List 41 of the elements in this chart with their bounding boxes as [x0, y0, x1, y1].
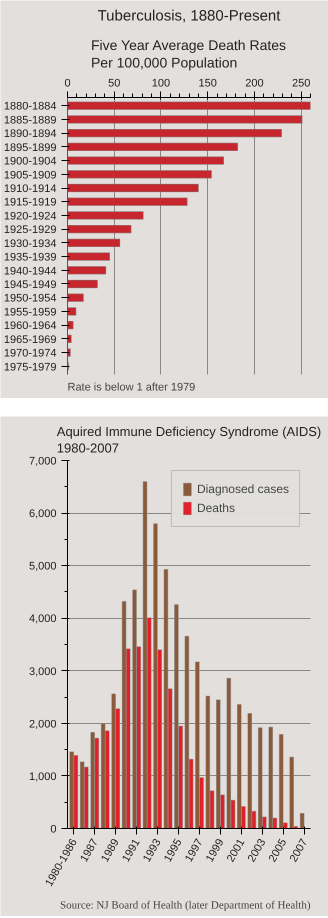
- x-tick-label: 200: [245, 78, 264, 90]
- y-tick-label: 1960-1964: [4, 320, 57, 332]
- y-tick-label: 1920-1924: [4, 210, 57, 222]
- y-tick-label: 1930-1934: [4, 238, 57, 250]
- y-tick-label: 1900-1904: [4, 156, 57, 168]
- source-note: Source: NJ Board of Health (later Department of Health): [60, 900, 311, 912]
- y-tick-label: 0: [50, 824, 57, 836]
- y-tick-label: 1915-1919: [4, 196, 57, 209]
- y-tick-label: 1955-1959: [4, 306, 57, 318]
- y-tick-label: 1950-1954: [4, 292, 57, 305]
- y-tick-label: 1925-1929: [4, 224, 57, 236]
- y-tick-label: 1965-1969: [4, 334, 57, 346]
- legend-label: Diagnosed cases: [196, 482, 289, 496]
- y-tick-label: 2,000: [28, 718, 57, 730]
- y-tick-label: 1890-1894: [4, 128, 57, 140]
- y-tick-label: 1885-1889: [4, 114, 57, 126]
- chart-title: Aquired Immune Deficiency Syndrome (AIDS) 1980-2007: [56, 424, 322, 456]
- y-tick-label: 5,000: [28, 560, 57, 573]
- y-tick-label: 1970-1974: [4, 348, 57, 360]
- y-tick-label: 1905-1909: [4, 169, 57, 182]
- chart-subtitle: Five Year Average Death Rates Per 100,000 Population: [90, 36, 286, 70]
- y-tick-label: 6,000: [28, 508, 57, 520]
- legend-label: Deaths: [196, 501, 235, 515]
- y-tick-label: 4,000: [28, 613, 57, 626]
- y-tick-label: 3,000: [28, 666, 57, 678]
- chart-title: Tuberculosis, 1880-Present: [98, 8, 282, 24]
- y-tick-label: 1,000: [28, 770, 57, 783]
- y-tick-label: 1910-1914: [4, 183, 57, 196]
- x-tick-label: 100: [152, 78, 170, 90]
- y-tick-label: 1975-1979: [4, 361, 57, 374]
- x-tick-label: 250: [292, 78, 310, 90]
- x-tick-label: 50: [108, 78, 120, 90]
- y-tick-label: 7,000: [28, 456, 57, 468]
- y-tick-label: 1895-1899: [4, 142, 57, 154]
- y-tick-label: 1935-1939: [4, 252, 57, 264]
- x-tick-label: 0: [64, 78, 71, 90]
- y-tick-label: 1940-1944: [4, 265, 57, 278]
- y-tick-label: 1945-1949: [4, 278, 57, 291]
- y-tick-label: 1880-1884: [4, 100, 57, 113]
- x-tick-label: 150: [198, 78, 217, 90]
- text: Rate is below 1 after 1979: [68, 382, 196, 394]
